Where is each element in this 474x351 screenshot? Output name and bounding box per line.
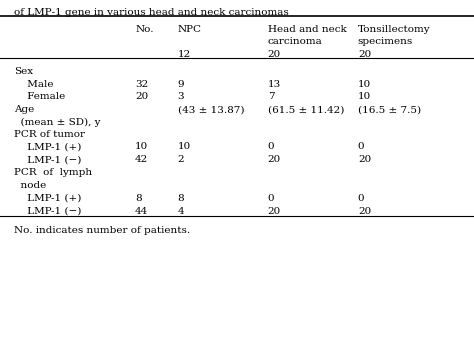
- Text: of LMP‑1 gene in various head and neck carcinomas: of LMP‑1 gene in various head and neck c…: [14, 8, 289, 17]
- Text: 0: 0: [268, 142, 274, 151]
- Text: (43 ± 13.87): (43 ± 13.87): [178, 105, 244, 114]
- Text: 20: 20: [358, 207, 371, 216]
- Text: 13: 13: [268, 80, 281, 89]
- Text: 0: 0: [358, 194, 365, 203]
- Text: No. indicates number of patients.: No. indicates number of patients.: [14, 226, 191, 236]
- Text: (mean ± SD), y: (mean ± SD), y: [14, 118, 100, 127]
- Text: LMP-1 (+): LMP-1 (+): [24, 142, 81, 151]
- Text: 20: 20: [358, 50, 371, 59]
- Text: 32: 32: [135, 80, 148, 89]
- Text: 20: 20: [268, 50, 281, 59]
- Text: node: node: [14, 181, 46, 190]
- Text: (16.5 ± 7.5): (16.5 ± 7.5): [358, 105, 421, 114]
- Text: Age: Age: [14, 105, 35, 114]
- Text: 8: 8: [178, 194, 184, 203]
- Text: 0: 0: [358, 142, 365, 151]
- Text: 10: 10: [178, 142, 191, 151]
- Text: 0: 0: [268, 194, 274, 203]
- Text: NPC: NPC: [178, 25, 202, 34]
- Text: 4: 4: [178, 207, 184, 216]
- Text: 9: 9: [178, 80, 184, 89]
- Text: Sex: Sex: [14, 67, 33, 77]
- Text: specimens: specimens: [358, 37, 413, 46]
- Text: 20: 20: [268, 155, 281, 164]
- Text: 7: 7: [268, 92, 274, 101]
- Text: 10: 10: [358, 80, 371, 89]
- Text: PCR of tumor: PCR of tumor: [14, 130, 85, 139]
- Text: Head and neck: Head and neck: [268, 25, 346, 34]
- Text: PCR  of  lymph: PCR of lymph: [14, 168, 92, 178]
- Text: 3: 3: [178, 92, 184, 101]
- Text: 42: 42: [135, 155, 148, 164]
- Text: 10: 10: [135, 142, 148, 151]
- Text: 2: 2: [178, 155, 184, 164]
- Text: LMP-1 (−): LMP-1 (−): [24, 155, 81, 164]
- Text: Male: Male: [24, 80, 53, 89]
- Text: No.: No.: [135, 25, 154, 34]
- Text: carcinoma: carcinoma: [268, 37, 323, 46]
- Text: Female: Female: [24, 92, 65, 101]
- Text: (61.5 ± 11.42): (61.5 ± 11.42): [268, 105, 344, 114]
- Text: 10: 10: [358, 92, 371, 101]
- Text: 20: 20: [268, 207, 281, 216]
- Text: Tonsillectomy: Tonsillectomy: [358, 25, 430, 34]
- Text: 12: 12: [178, 50, 191, 59]
- Text: 8: 8: [135, 194, 142, 203]
- Text: LMP-1 (+): LMP-1 (+): [24, 194, 81, 203]
- Text: 20: 20: [358, 155, 371, 164]
- Text: 20: 20: [135, 92, 148, 101]
- Text: LMP-1 (−): LMP-1 (−): [24, 207, 81, 216]
- Text: 44: 44: [135, 207, 148, 216]
